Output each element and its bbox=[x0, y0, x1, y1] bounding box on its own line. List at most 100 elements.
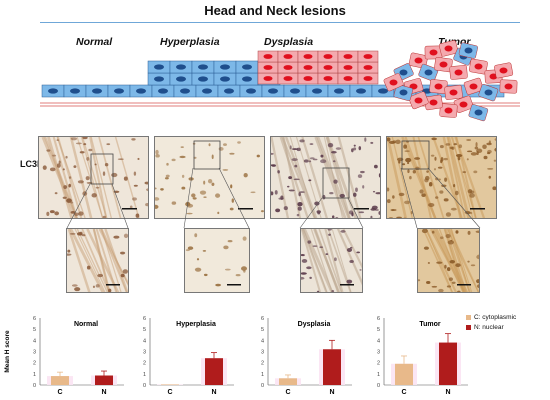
stained-nucleus bbox=[82, 137, 88, 140]
stained-nucleus bbox=[185, 249, 190, 252]
stained-nucleus bbox=[439, 190, 444, 194]
stained-nucleus bbox=[475, 230, 479, 234]
tumor-cell bbox=[468, 104, 489, 122]
tissue-fiber bbox=[67, 229, 91, 292]
stained-nucleus bbox=[421, 229, 428, 234]
stained-nucleus bbox=[54, 211, 60, 216]
micrograph-hyperplasia-texture bbox=[155, 137, 264, 218]
y-tick-label: 6 bbox=[261, 316, 264, 322]
stained-nucleus bbox=[240, 266, 248, 271]
tumor-cell bbox=[438, 40, 459, 57]
stained-nucleus bbox=[375, 192, 380, 195]
tissue-fiber bbox=[342, 229, 362, 269]
stained-nucleus bbox=[449, 146, 454, 150]
y-tick-label: 5 bbox=[377, 327, 380, 333]
stained-nucleus bbox=[346, 247, 353, 253]
legend-item-nuclear: N: nuclear bbox=[466, 324, 516, 331]
stained-nucleus bbox=[387, 187, 390, 192]
stained-nucleus bbox=[435, 177, 439, 181]
y-tick-label: 3 bbox=[143, 350, 146, 356]
stained-nucleus bbox=[455, 263, 461, 268]
y-tick-label: 3 bbox=[377, 350, 380, 356]
y-tick-label: 1 bbox=[377, 372, 380, 378]
x-tick-label: C bbox=[57, 389, 62, 396]
tissue-fiber bbox=[324, 229, 344, 292]
stained-nucleus bbox=[470, 264, 476, 267]
stained-nucleus bbox=[431, 285, 438, 288]
tissue-fiber bbox=[313, 229, 341, 292]
tumor-cell bbox=[393, 84, 414, 101]
tissue-fiber bbox=[281, 137, 316, 218]
stained-nucleus bbox=[296, 213, 300, 217]
stained-nucleus bbox=[92, 285, 96, 289]
tumor-cell bbox=[499, 79, 518, 94]
stained-nucleus bbox=[439, 145, 444, 149]
stained-nucleus bbox=[291, 158, 298, 162]
inset-tumor bbox=[417, 228, 480, 293]
tissue-fiber bbox=[284, 137, 318, 218]
tumor-cell bbox=[418, 63, 439, 82]
stained-nucleus bbox=[194, 233, 198, 238]
stained-nucleus bbox=[396, 216, 402, 218]
inset-hyperplasia bbox=[184, 228, 250, 293]
stained-nucleus bbox=[312, 245, 318, 247]
zoom-region-box bbox=[401, 140, 430, 170]
stained-nucleus bbox=[487, 168, 494, 170]
stained-nucleus bbox=[222, 143, 227, 146]
stained-nucleus bbox=[243, 173, 248, 178]
stained-nucleus bbox=[437, 166, 443, 169]
scale-bar bbox=[227, 284, 241, 286]
stained-nucleus bbox=[360, 170, 365, 174]
tissue-fiber bbox=[80, 137, 104, 218]
stained-nucleus bbox=[94, 163, 97, 166]
legend: C: cytoplasmic N: nuclear bbox=[466, 314, 516, 331]
bar bbox=[323, 349, 341, 385]
x-tick-label: C bbox=[285, 389, 290, 396]
y-tick-label: 2 bbox=[377, 361, 380, 367]
y-tick-label: 2 bbox=[143, 361, 146, 367]
stained-nucleus bbox=[181, 174, 185, 178]
y-tick-label: 4 bbox=[261, 338, 264, 344]
epithelial-cell bbox=[239, 84, 263, 98]
stained-nucleus bbox=[431, 137, 437, 141]
stained-nucleus bbox=[406, 161, 410, 165]
stained-nucleus bbox=[453, 143, 458, 146]
stained-nucleus bbox=[395, 139, 401, 145]
stained-nucleus bbox=[440, 236, 444, 240]
stained-nucleus bbox=[353, 144, 356, 147]
stained-nucleus bbox=[438, 178, 441, 181]
stained-nucleus bbox=[444, 177, 448, 182]
tissue-fiber bbox=[95, 229, 118, 292]
stained-nucleus bbox=[54, 192, 58, 195]
stained-nucleus bbox=[203, 196, 207, 199]
stained-nucleus bbox=[494, 138, 496, 141]
stained-nucleus bbox=[348, 210, 354, 215]
tissue-fiber bbox=[446, 137, 466, 218]
stained-nucleus bbox=[180, 146, 184, 149]
stained-nucleus bbox=[358, 146, 362, 151]
y-tick-label: 3 bbox=[261, 350, 264, 356]
tumor-cell bbox=[449, 65, 468, 80]
stained-nucleus bbox=[449, 260, 456, 264]
stained-nucleus bbox=[104, 163, 109, 167]
stained-nucleus bbox=[492, 186, 496, 191]
tissue-fiber bbox=[417, 137, 445, 218]
stained-nucleus bbox=[91, 193, 97, 198]
stained-nucleus bbox=[211, 154, 214, 160]
stained-nucleus bbox=[95, 186, 100, 189]
stained-nucleus bbox=[403, 144, 408, 149]
tissue-fiber bbox=[295, 137, 322, 218]
stained-nucleus bbox=[467, 260, 470, 263]
stained-nucleus bbox=[414, 157, 421, 160]
stained-nucleus bbox=[308, 160, 312, 163]
dysplastic-cell bbox=[277, 50, 299, 63]
stained-nucleus bbox=[409, 175, 412, 180]
stained-nucleus bbox=[231, 198, 234, 203]
epithelial-cell bbox=[213, 60, 237, 74]
stained-nucleus bbox=[186, 212, 193, 215]
stained-nucleus bbox=[287, 185, 290, 188]
stained-nucleus bbox=[223, 245, 229, 250]
stained-nucleus bbox=[390, 208, 397, 212]
stained-nucleus bbox=[407, 169, 410, 174]
y-tick-label: 0 bbox=[33, 383, 36, 389]
